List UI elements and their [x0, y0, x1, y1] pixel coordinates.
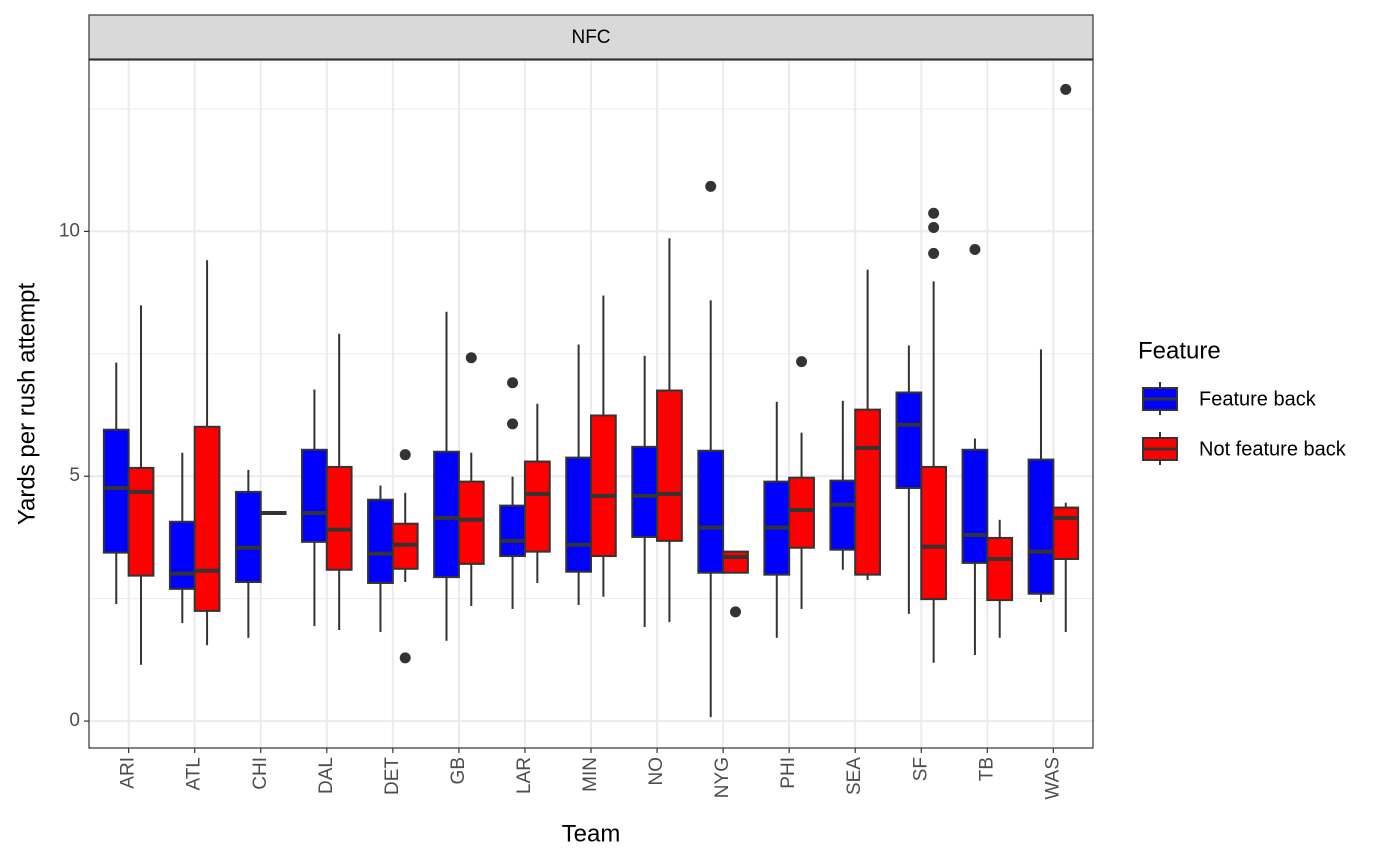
outlier [928, 221, 940, 233]
box [102, 428, 130, 554]
x-tick-label: LAR [514, 757, 535, 794]
outlier [705, 180, 717, 192]
x-tick-label: ARI [118, 757, 139, 789]
box [193, 425, 221, 612]
facet-strip [88, 14, 1094, 60]
box [961, 448, 989, 564]
box [697, 449, 725, 574]
box [631, 445, 659, 538]
box [1027, 458, 1055, 595]
x-tick-label: TB [976, 757, 997, 781]
outlier [796, 356, 808, 368]
legend-title: Feature [1138, 337, 1221, 364]
box [234, 490, 262, 583]
box [788, 476, 815, 549]
outlier [1060, 83, 1072, 95]
box [920, 465, 948, 601]
box [986, 536, 1014, 602]
legend-label: Not feature back [1199, 438, 1347, 460]
box [301, 448, 328, 543]
x-tick-label: DAL [316, 757, 337, 794]
y-tick-label: 10 [59, 220, 80, 241]
x-tick-label: WAS [1042, 757, 1063, 800]
outlier [729, 606, 741, 618]
box [457, 480, 485, 565]
facet-label: NFC [571, 27, 610, 48]
x-tick-label: ATL [184, 757, 205, 790]
x-tick-label: CHI [250, 757, 271, 790]
box [325, 465, 353, 571]
box [1052, 506, 1080, 560]
box [854, 408, 881, 576]
x-tick-label: NYG [712, 757, 733, 798]
x-tick-label: PHI [778, 757, 799, 789]
box [367, 498, 394, 584]
x-tick-label: MIN [580, 757, 601, 792]
box [127, 466, 155, 577]
outlier [399, 449, 411, 461]
box [656, 389, 683, 542]
y-axis-label: Yards per rush attempt [13, 283, 40, 526]
x-tick-label: SF [910, 757, 931, 781]
box [722, 550, 749, 574]
outlier [507, 377, 519, 389]
box [590, 414, 617, 558]
x-tick-label: GB [448, 757, 469, 784]
box [168, 520, 196, 590]
box [829, 479, 857, 551]
x-tick-label: DET [382, 757, 403, 795]
box [433, 450, 460, 579]
outlier [928, 207, 940, 219]
box [523, 460, 551, 553]
outlier [399, 652, 411, 664]
outlier [507, 418, 519, 430]
y-tick-label: 0 [69, 710, 80, 731]
outlier [969, 244, 981, 256]
x-axis-label: Team [562, 820, 621, 847]
box [565, 456, 593, 573]
outlier [465, 352, 477, 364]
legend-label: Feature back [1199, 388, 1317, 410]
y-tick-label: 5 [69, 465, 80, 486]
box [895, 391, 923, 489]
x-tick-label: SEA [844, 757, 865, 795]
box [499, 504, 526, 558]
outlier [928, 247, 940, 259]
panel-border [88, 59, 1094, 749]
x-tick-label: NO [646, 757, 667, 786]
